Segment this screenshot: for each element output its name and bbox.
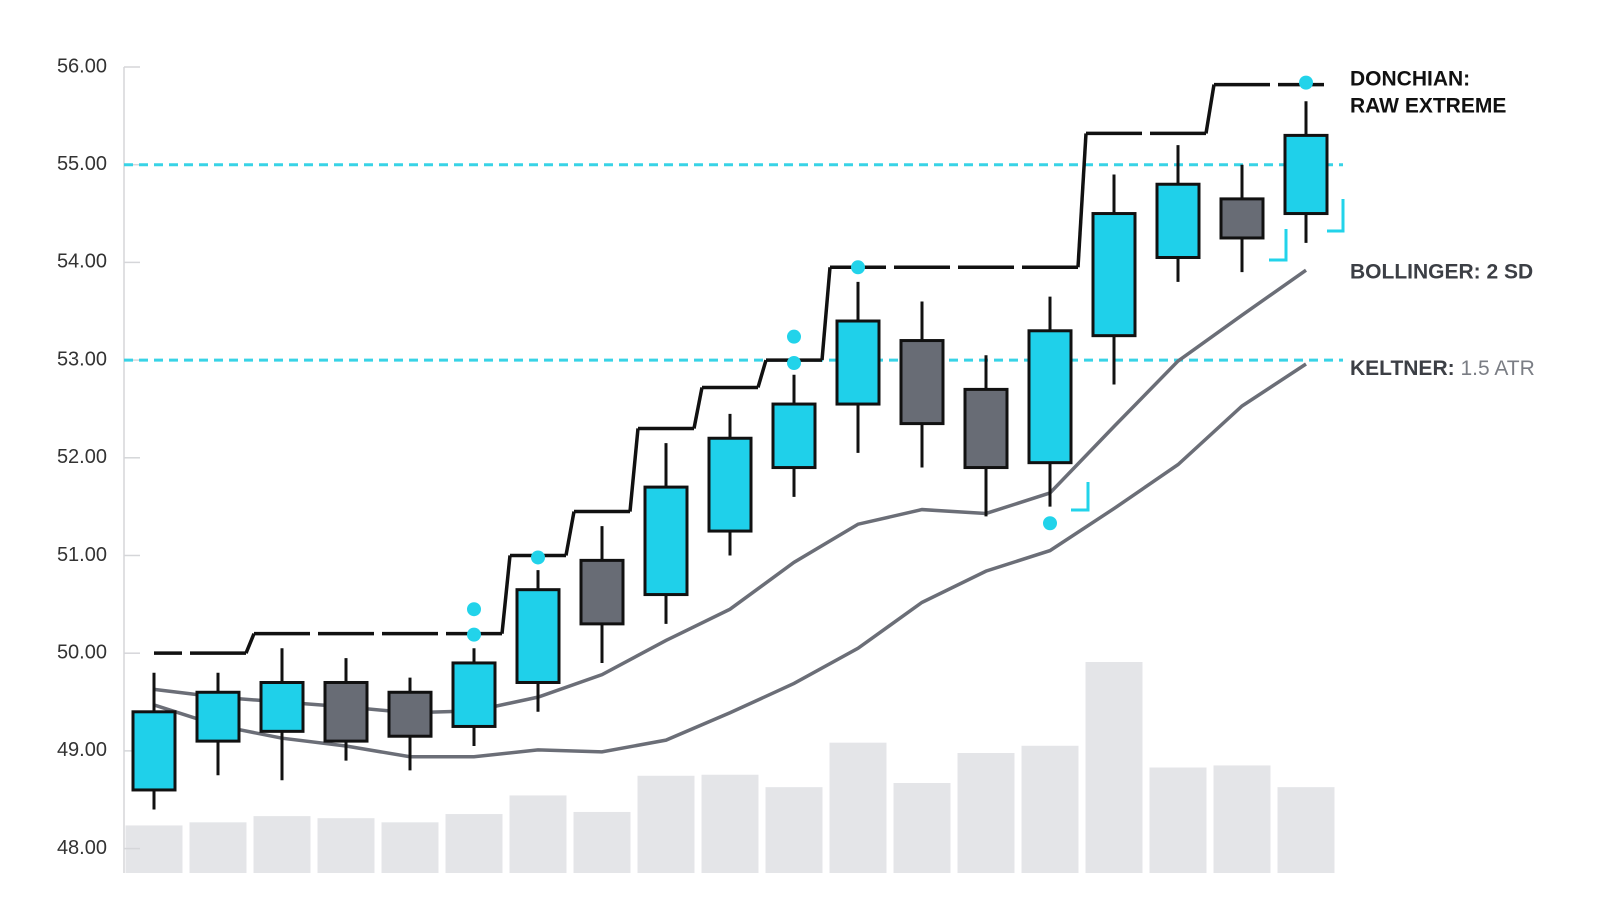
volume-layer xyxy=(125,662,1335,873)
legend-label: RAW EXTREME xyxy=(1350,95,1506,118)
donchian-riser xyxy=(1204,84,1216,134)
volume-bar xyxy=(445,814,503,873)
brackets xyxy=(1071,199,1345,512)
volume-bar xyxy=(765,787,823,873)
candle-body xyxy=(579,558,625,626)
lines-layer xyxy=(153,82,1324,759)
grid-layer: 48.00 49.00 50.00 51.00 52.00 53.00 54.00 55.00… xyxy=(57,55,1343,873)
volume-bar xyxy=(1213,765,1271,873)
candle-body xyxy=(771,402,817,470)
candle-body xyxy=(259,680,305,733)
candle-body xyxy=(1155,182,1201,260)
y-tick-label: 51.00 xyxy=(57,544,107,566)
y-tick-label: 49.00 xyxy=(57,739,107,761)
candle-body xyxy=(835,319,881,406)
signal-dot xyxy=(531,550,545,565)
signal-dot xyxy=(787,329,801,344)
volume-bar xyxy=(829,742,887,873)
candle-body xyxy=(1091,212,1137,338)
candle-body xyxy=(131,710,177,792)
legend-detail: 1.5 ATR xyxy=(1460,357,1534,380)
y-tick-label: 48.00 xyxy=(57,837,107,859)
y-tick-label: 52.00 xyxy=(57,446,107,468)
y-tick-label: 55.00 xyxy=(57,153,107,175)
y-tick-label: 53.00 xyxy=(57,348,107,370)
bracket xyxy=(1327,199,1345,233)
signal-dot xyxy=(851,260,865,275)
volume-bar xyxy=(381,822,439,873)
y-tick-label: 50.00 xyxy=(57,641,107,663)
volume-bar xyxy=(573,811,631,873)
candle-body xyxy=(1027,329,1073,465)
volume-bar xyxy=(637,775,695,873)
legend-label: KELTNER: xyxy=(1350,357,1455,380)
donchian-riser xyxy=(756,359,768,388)
legend-label: DONCHIAN: xyxy=(1350,68,1470,91)
donchian-riser xyxy=(564,511,576,556)
volume-bar xyxy=(1085,662,1143,873)
volume-bar xyxy=(317,818,375,873)
donchian-riser xyxy=(692,387,704,429)
donchian-riser xyxy=(820,267,832,361)
candle-body xyxy=(963,387,1009,470)
signal-dot xyxy=(467,602,481,617)
volume-bar xyxy=(1021,745,1079,873)
candle-body xyxy=(515,588,561,684)
candles-layer xyxy=(131,101,1329,810)
volume-bar xyxy=(893,783,951,873)
y-tick-label: 56.00 xyxy=(57,55,107,77)
bracket xyxy=(1269,229,1288,262)
signal-dot xyxy=(787,356,801,371)
signal-dot xyxy=(467,627,481,642)
candle-body xyxy=(451,661,497,728)
signal-dot xyxy=(1299,75,1313,90)
volume-bar xyxy=(189,822,247,873)
legend-label: KELTNER: 1.5 ATR xyxy=(1350,357,1535,380)
volume-bar xyxy=(1149,767,1207,873)
candle-body xyxy=(323,680,369,743)
volume-bar xyxy=(253,816,311,873)
legend-label: BOLLINGER: 2 SD xyxy=(1350,261,1533,284)
candle-body xyxy=(1219,197,1265,240)
donchian-riser xyxy=(500,555,512,634)
donchian-riser xyxy=(244,632,256,654)
candle-body xyxy=(707,436,753,533)
candle-body xyxy=(643,485,689,597)
volume-bar xyxy=(701,774,759,873)
donchian-riser xyxy=(628,428,640,512)
volume-bar xyxy=(509,795,567,873)
y-tick-label: 54.00 xyxy=(57,251,107,273)
bracket xyxy=(1071,482,1090,512)
volume-bar xyxy=(1277,787,1335,873)
volume-bar xyxy=(957,753,1015,873)
candle-body xyxy=(1283,133,1329,216)
candle-body xyxy=(899,339,945,426)
donchian-riser xyxy=(1076,133,1088,268)
candle-body xyxy=(195,690,241,743)
candle-body xyxy=(387,690,433,738)
signal-dot xyxy=(1043,516,1057,531)
markers-layer xyxy=(467,75,1313,642)
